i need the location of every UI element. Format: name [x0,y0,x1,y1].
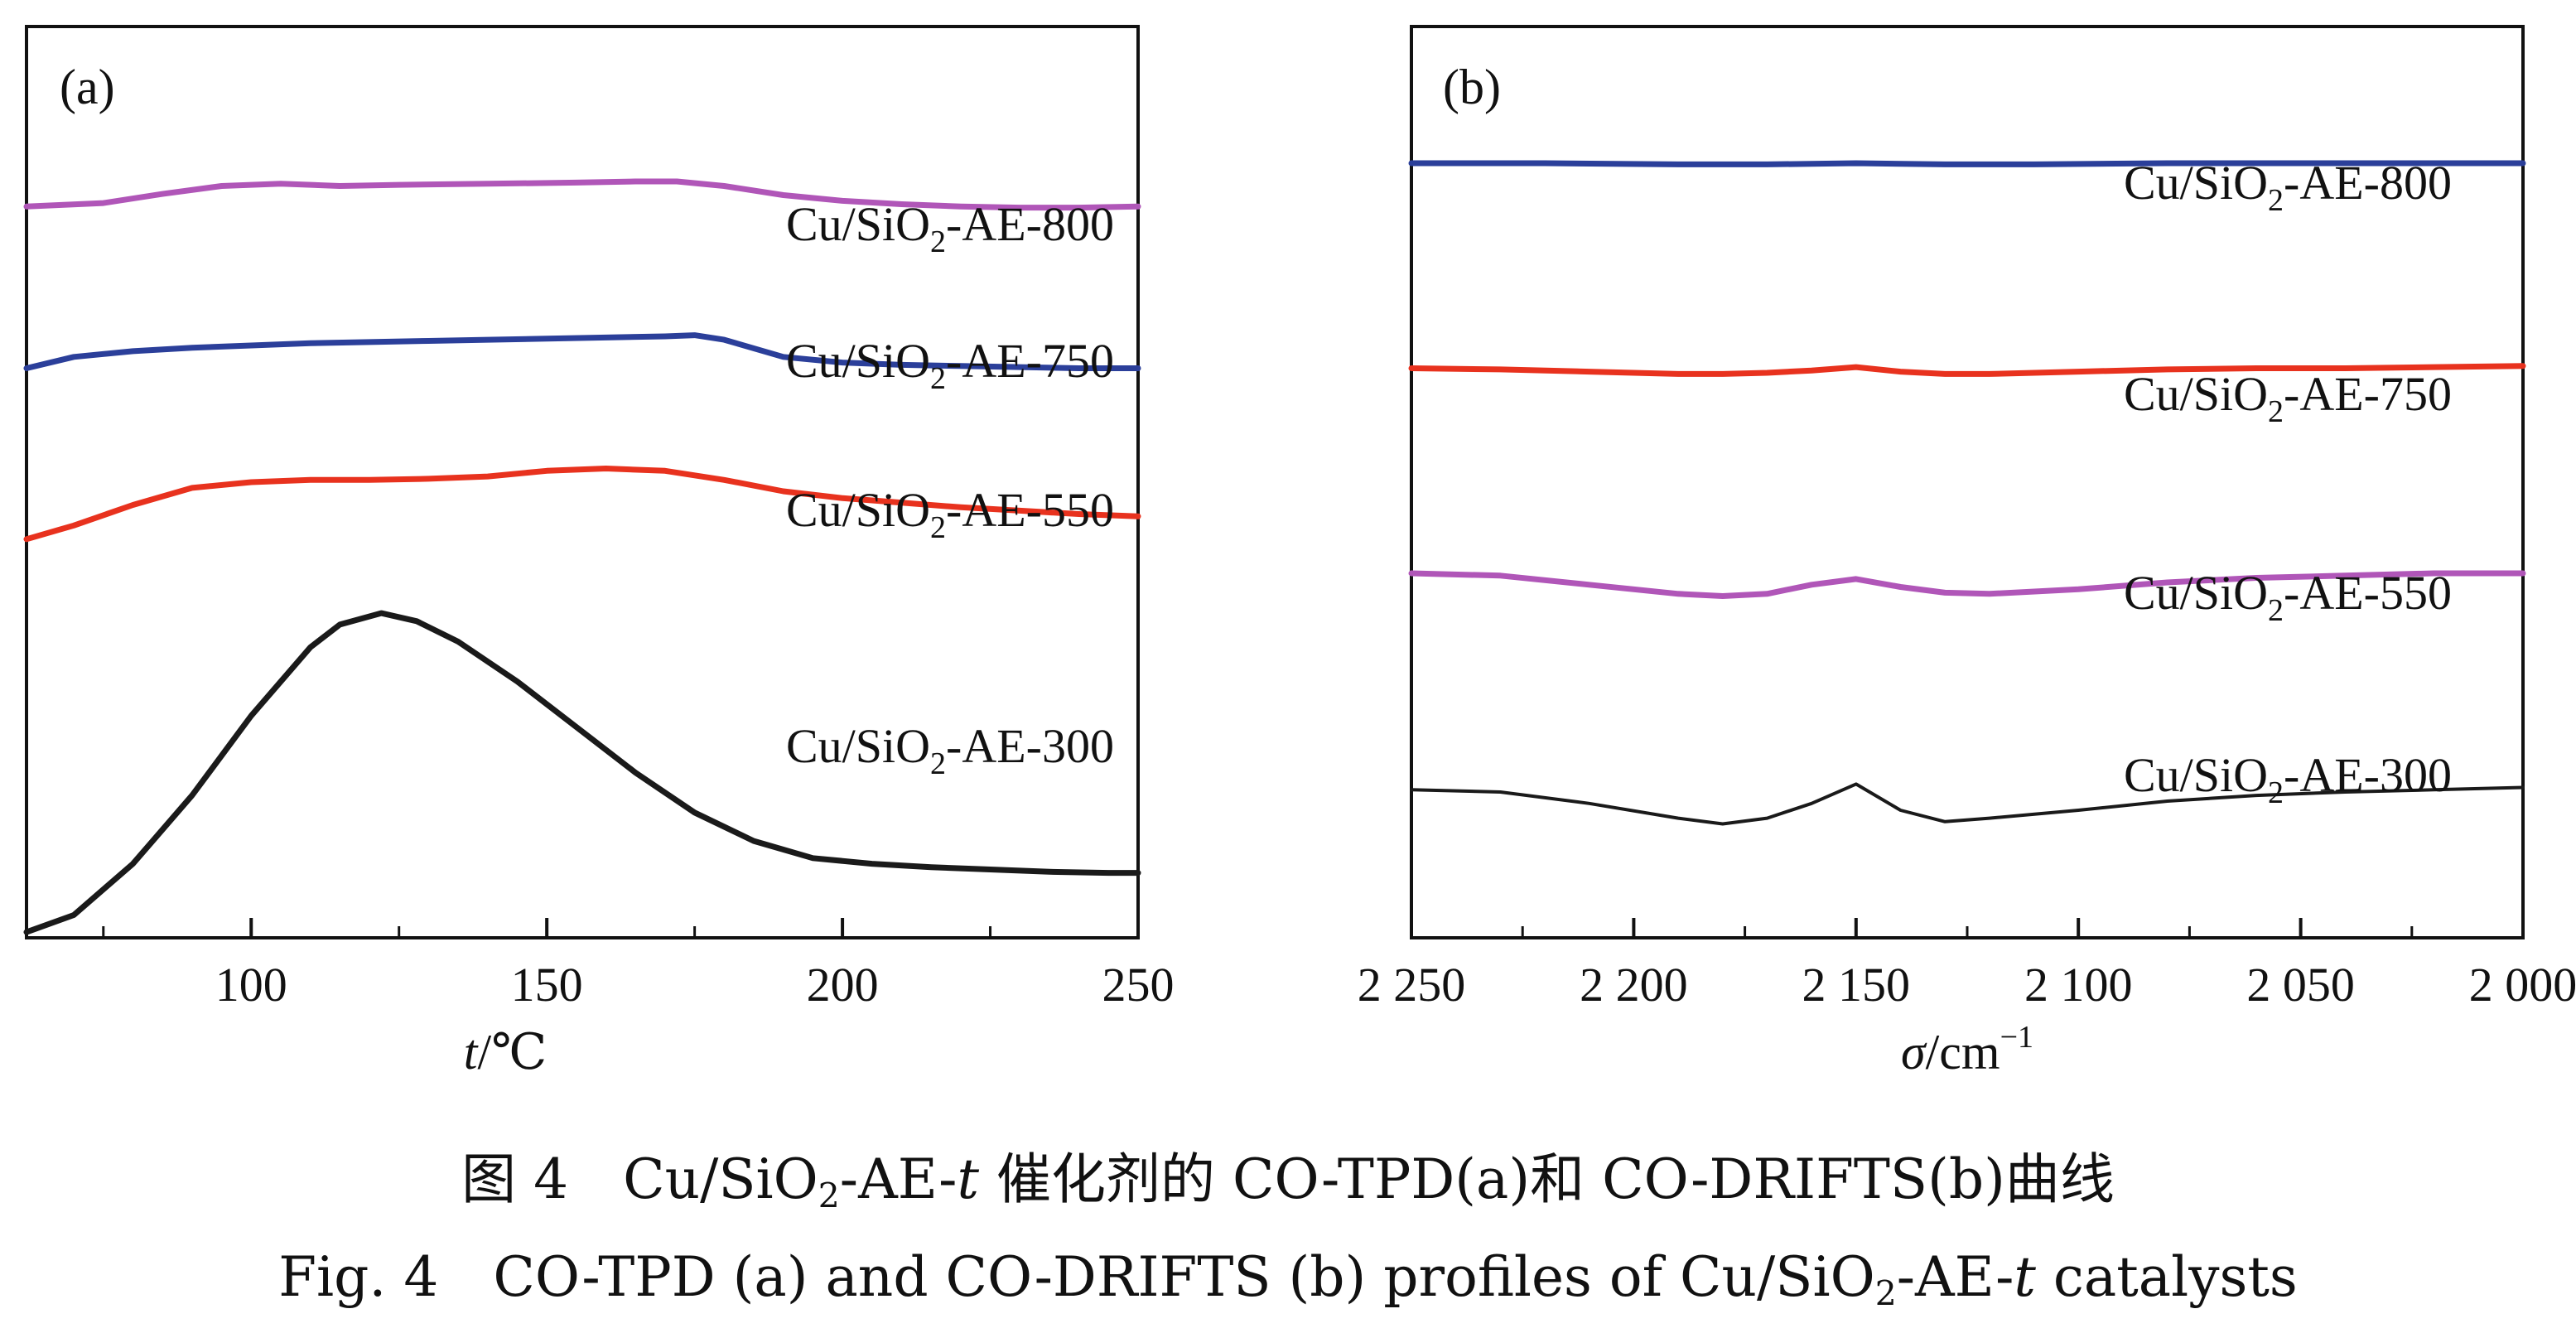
panel-a-x-ticks: 100 150 200 250 [102,918,1175,1012]
series-line-cu-sio2-ae-550 [23,466,1141,543]
series-label: Cu/SiO2-AE-750 [2124,367,2452,429]
x-tick-label: 100 [215,958,287,1012]
figure-svg: (a) 100 150 200 250 Cu/SiO2-AE-800Cu/SiO2-A… [23,25,2576,1079]
panel-b-x-ticks: 2 250 2 200 2 150 2 100 2 050 2 000 [1358,918,2576,1012]
x-tick-label: 200 [807,958,879,1012]
x-tick-label: 2 050 [2246,958,2355,1012]
series-line-cu-sio2-ae-300 [23,610,1141,935]
caption-english: Fig. 4 CO-TPD (a) and CO-DRIFTS (b) prof… [278,1245,2298,1314]
panel-a: (a) 100 150 200 250 Cu/SiO2-AE-800Cu/SiO2-A… [23,25,1175,1079]
panel-a-series-labels: Cu/SiO2-AE-800 Cu/SiO2-AE-750 Cu/SiO2-AE-5… [786,197,1114,781]
x-tick-label: 2 250 [1358,958,1466,1012]
series-line-cu-sio2-ae-800 [23,178,1141,211]
series-label: Cu/SiO2-AE-300 [2124,748,2452,810]
panel-b-lines [1408,160,2526,826]
series-line-cu-sio2-ae-550 [1408,570,2526,599]
panel-a-xlabel: t/℃ [464,1025,547,1079]
series-line-cu-sio2-ae-750 [23,332,1141,371]
x-tick-label: 250 [1102,958,1175,1012]
series-line-cu-sio2-ae-300 [1410,782,2525,826]
panel-b-series-labels: Cu/SiO2-AE-800 Cu/SiO2-AE-750 Cu/SiO2-AE-5… [2124,156,2452,810]
x-tick-label: 2 000 [2469,958,2576,1012]
x-tick-label: 2 100 [2024,958,2133,1012]
panel-a-frame [25,25,1140,939]
series-label: Cu/SiO2-AE-550 [2124,566,2452,628]
x-tick-label: 150 [511,958,583,1012]
series-label: Cu/SiO2-AE-550 [786,483,1114,545]
series-line-cu-sio2-ae-800 [1408,160,2526,167]
caption-chinese: 图 4 Cu/SiO2-AE-t 催化剂的 CO-TPD(a)和 CO-DRIF… [461,1147,2115,1216]
series-line-cu-sio2-ae-750 [1408,363,2526,377]
series-label: Cu/SiO2-AE-800 [786,197,1114,259]
series-label: Cu/SiO2-AE-800 [2124,156,2452,218]
x-tick-label: 2 200 [1580,958,1688,1012]
series-label: Cu/SiO2-AE-300 [786,719,1114,781]
series-label: Cu/SiO2-AE-750 [786,334,1114,396]
panel-b: (b) 2 250 2 200 2 150 2 100 2 050 2 000 Cu/Si… [1358,25,2576,1079]
panel-b-xlabel: σ/cm−1 [1901,1020,2033,1079]
panel-b-label: (b) [1443,60,1501,114]
panel-a-label: (a) [60,60,115,114]
panel-a-lines [23,178,1141,935]
x-tick-label: 2 150 [1802,958,1911,1012]
